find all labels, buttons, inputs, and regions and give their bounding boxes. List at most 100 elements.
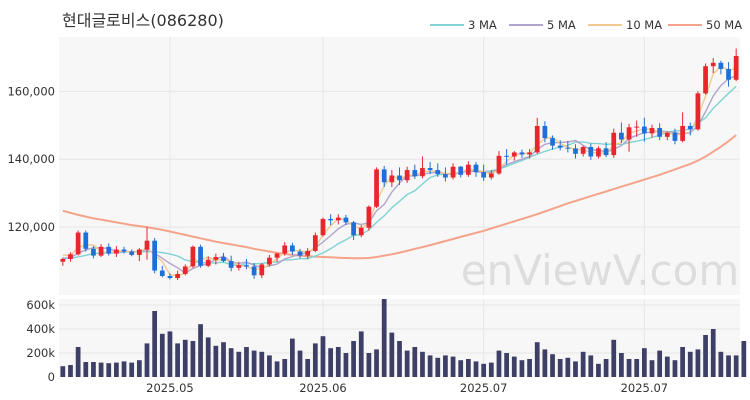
volume-bar (60, 366, 66, 377)
candle-body (320, 218, 326, 236)
volume-bar (91, 362, 96, 377)
volume-bar (465, 359, 471, 377)
candle (634, 120, 640, 137)
candle-body (641, 126, 647, 134)
candle (603, 142, 609, 158)
volume-bar (733, 355, 739, 377)
candle-body (175, 273, 180, 279)
volume-bar (573, 361, 578, 377)
volume-bar (680, 347, 685, 377)
candle-body (159, 270, 165, 276)
candle (68, 252, 73, 262)
candle-body (205, 259, 211, 266)
candle-body (733, 56, 739, 80)
candle-body (290, 245, 295, 252)
candle (527, 149, 532, 159)
candle-body (198, 246, 203, 266)
volume-bar (152, 311, 158, 377)
x-tick-label: 2025.06 (299, 381, 347, 395)
candle-body (412, 170, 418, 177)
candle (213, 253, 219, 265)
candle-body (83, 232, 89, 249)
candle-body (129, 251, 135, 255)
candle (343, 214, 349, 226)
candle-body (374, 169, 379, 207)
volume-bar (496, 350, 502, 377)
candle (672, 128, 678, 145)
volume-bar (167, 331, 173, 377)
volume-bar (198, 324, 203, 377)
volume-bar (205, 337, 211, 377)
candle (511, 151, 517, 161)
candle-body (557, 145, 563, 148)
candle-body (657, 127, 663, 137)
candle (244, 259, 249, 270)
volume-bar (290, 338, 295, 377)
candle-body (144, 240, 150, 250)
volume-bar (83, 362, 89, 377)
price-tick-label: 120,000 (7, 220, 55, 234)
candle-body (152, 240, 158, 271)
candle (297, 248, 303, 259)
candle-body (718, 62, 724, 69)
candle (404, 166, 410, 183)
candle-body (328, 218, 334, 221)
price-tick-label: 140,000 (7, 152, 55, 166)
candle (596, 146, 601, 159)
volume-bar (397, 341, 402, 377)
candle (129, 249, 135, 257)
candle (136, 248, 142, 262)
candle (335, 214, 341, 225)
candle-body (236, 265, 242, 268)
candle (374, 167, 379, 209)
volume-bar (519, 360, 525, 377)
candle (91, 246, 96, 259)
candle-body (443, 174, 448, 178)
candle (198, 244, 203, 268)
volume-bar (68, 365, 73, 377)
volume-bar (710, 329, 716, 377)
candle (259, 263, 265, 279)
candle-body (343, 217, 349, 223)
candle-body (366, 206, 372, 228)
volume-bar (664, 356, 670, 377)
candle (435, 163, 441, 177)
candle-body (710, 62, 716, 67)
volume-bars (60, 299, 747, 377)
candle-body (687, 125, 693, 130)
candle-body (488, 173, 494, 178)
candle (389, 170, 395, 188)
candle-body (259, 264, 265, 276)
volume-bar (603, 359, 609, 377)
volume-bar (542, 349, 548, 377)
volume-bar (634, 359, 640, 377)
candle (320, 217, 326, 237)
candle-body (114, 249, 119, 254)
volume-bar (335, 347, 341, 377)
candle (251, 263, 257, 279)
volume-bar (175, 343, 180, 377)
volume-bar (114, 362, 119, 377)
volume-bar (244, 347, 249, 377)
candle-body (726, 68, 731, 80)
candle-body (397, 175, 402, 181)
x-tick-label: 2025.07 (621, 381, 669, 395)
candle (443, 167, 448, 182)
candle (221, 252, 226, 263)
volume-bar (328, 348, 334, 377)
candle (687, 122, 693, 136)
candle (680, 112, 685, 143)
candle-body (596, 148, 601, 157)
volume-tick-label: 600k (26, 298, 55, 312)
candle (205, 256, 211, 268)
volume-bar (611, 339, 617, 377)
candle (588, 143, 594, 160)
candle-body (680, 125, 685, 141)
candle (488, 170, 494, 180)
volume-bar (726, 355, 731, 377)
volume-bar (75, 347, 81, 377)
candle-body (534, 125, 540, 153)
candle (450, 163, 456, 180)
candle-body (580, 146, 586, 154)
